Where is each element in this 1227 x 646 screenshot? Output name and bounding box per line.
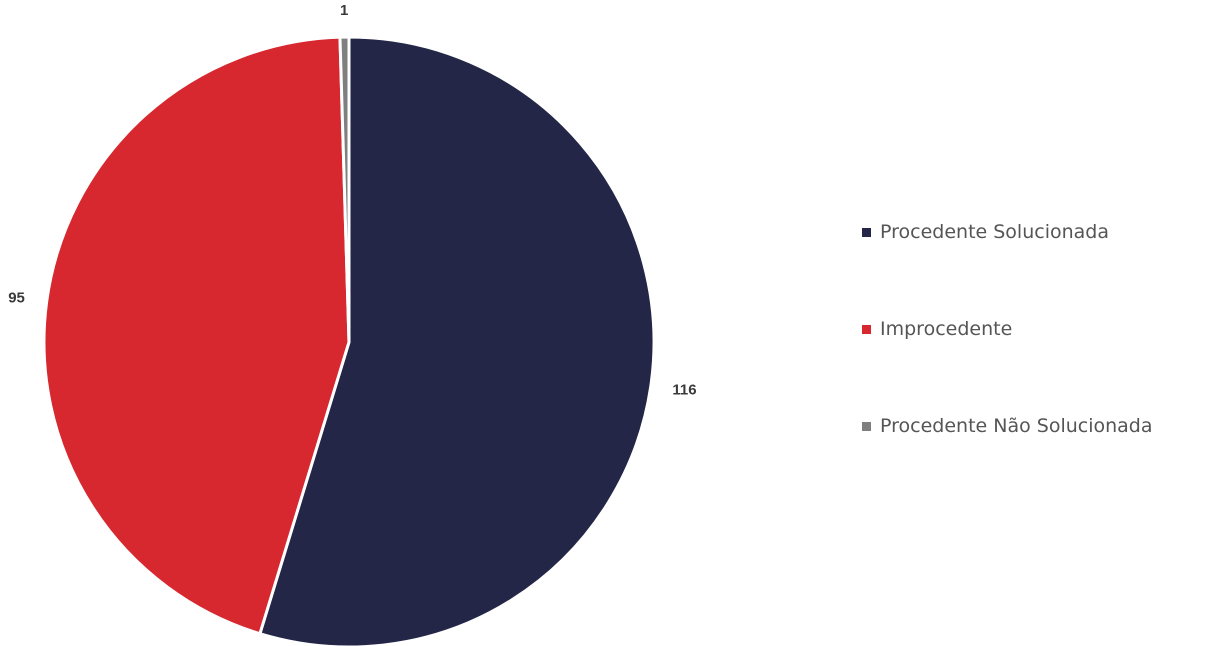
data-label-procedente-nao-solucionada: 1 <box>340 2 348 19</box>
legend-item-procedente-nao-solucionada: Procedente Não Solucionada <box>862 410 1224 442</box>
legend-item-procedente-solucionada: Procedente Solucionada <box>862 216 1224 248</box>
data-label-procedente-solucionada: 116 <box>672 381 696 398</box>
legend-swatch-procedente-nao-solucionada <box>862 422 871 431</box>
legend-label-improcedente: Improcedente <box>880 318 1013 340</box>
legend-label-procedente-solucionada: Procedente Solucionada <box>880 221 1109 243</box>
pie-slice-improcedente <box>42 35 351 636</box>
legend-label-procedente-nao-solucionada: Procedente Não Solucionada <box>880 415 1153 437</box>
legend-item-improcedente: Improcedente <box>862 313 1224 345</box>
pie-data-labels: 116 95 1 <box>8 2 696 398</box>
data-label-improcedente: 95 <box>8 289 25 306</box>
legend-swatch-procedente-solucionada <box>862 228 871 237</box>
pie-slice-procedente-nao-solucionada <box>338 35 351 344</box>
chart-legend: Procedente Solucionada Improcedente Proc… <box>862 216 1224 507</box>
legend-swatch-improcedente <box>862 325 871 334</box>
pie-slice-procedente-solucionada <box>258 35 656 646</box>
pie-slices <box>42 35 656 646</box>
